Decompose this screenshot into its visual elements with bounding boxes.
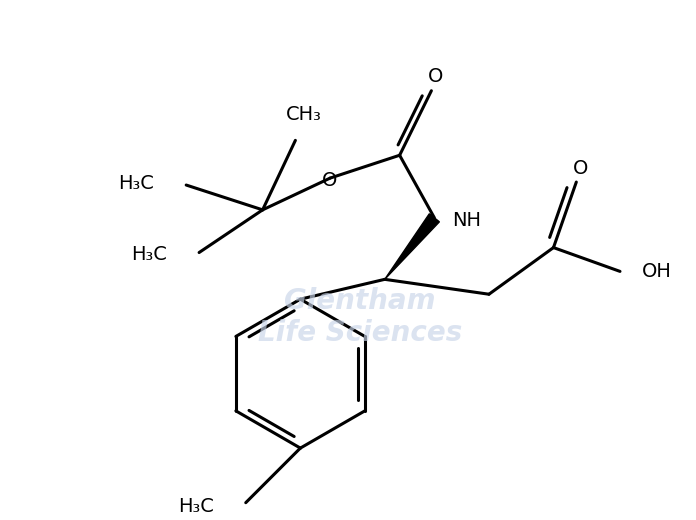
Text: O: O	[573, 159, 588, 178]
Text: H₃C: H₃C	[118, 174, 155, 192]
Text: O: O	[322, 171, 337, 190]
Text: H₃C: H₃C	[132, 245, 167, 264]
Text: O: O	[427, 67, 443, 86]
Text: NH: NH	[452, 211, 481, 230]
Text: H₃C: H₃C	[178, 497, 214, 516]
Polygon shape	[385, 214, 439, 279]
Text: OH: OH	[642, 262, 672, 281]
Text: CH₃: CH₃	[285, 106, 322, 124]
Text: Glentham
Life Sciences: Glentham Life Sciences	[258, 287, 462, 347]
